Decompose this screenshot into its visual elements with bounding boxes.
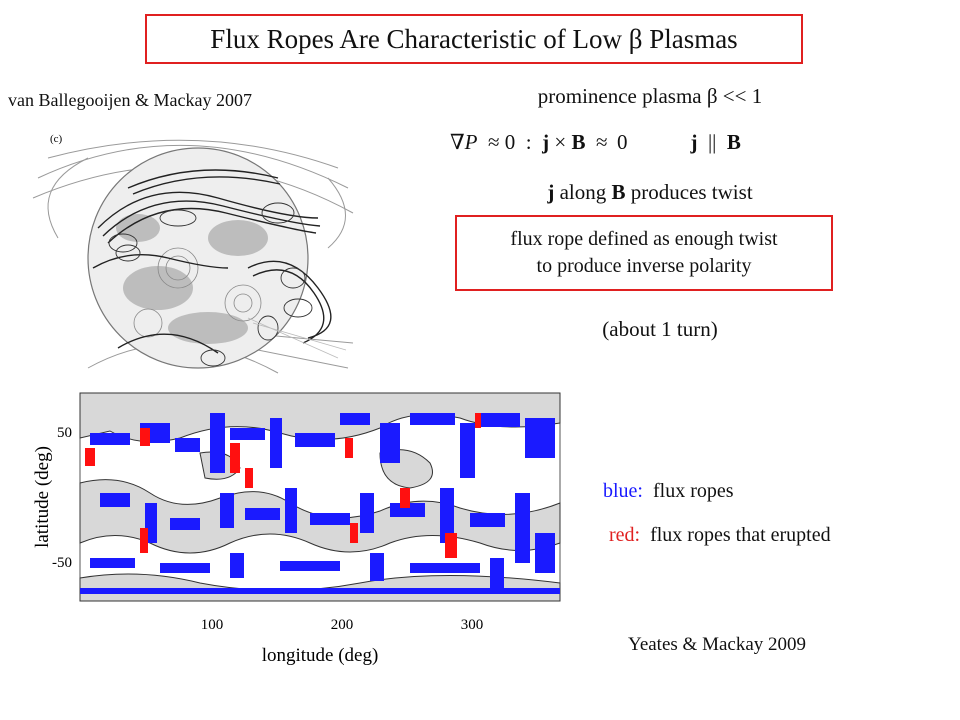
x-axis-label: longitude (deg) bbox=[262, 645, 379, 666]
definition-line-2: to produce inverse polarity bbox=[536, 255, 752, 277]
sun-field-lines-image: (c) bbox=[28, 118, 358, 380]
definition-line-1: flux rope defined as enough twist bbox=[510, 228, 778, 250]
prominence-line: prominence plasma β << 1 bbox=[537, 84, 763, 108]
cross-symbol: × bbox=[554, 130, 567, 154]
twist-along: along bbox=[559, 180, 607, 204]
ytick-50: 50 bbox=[57, 425, 72, 441]
xtick-300: 300 bbox=[461, 617, 484, 633]
parallel-symbol: || bbox=[707, 130, 717, 154]
legend-red-key: red: bbox=[609, 524, 641, 546]
flux-rope-map: 50 -50 100 200 300 longitude (deg) latit… bbox=[32, 392, 561, 666]
eq-b: B bbox=[571, 130, 586, 154]
eq-j: j bbox=[542, 130, 550, 154]
citation-bottom: Yeates & Mackay 2009 bbox=[628, 634, 807, 655]
slide-title: Flux Ropes Are Characteristic of Low β P… bbox=[210, 23, 738, 54]
twist-b: B bbox=[611, 180, 626, 204]
panel-label: (c) bbox=[50, 133, 63, 145]
legend-blue-key: blue: bbox=[603, 480, 643, 502]
xtick-100: 100 bbox=[201, 617, 224, 633]
legend-red: red: flux ropes that erupted bbox=[609, 524, 831, 547]
xtick-200: 200 bbox=[331, 617, 354, 633]
definition-box: flux rope defined as enough twist to pro… bbox=[455, 215, 833, 291]
colon: : bbox=[525, 130, 532, 154]
approx-zero-1: ≈ 0 bbox=[488, 130, 516, 154]
legend-red-text: flux ropes that erupted bbox=[650, 524, 831, 546]
legend-blue-text: flux ropes bbox=[653, 480, 734, 502]
approx-zero-2: ≈ 0 bbox=[595, 130, 628, 154]
twist-line: j along B produces twist bbox=[440, 180, 860, 205]
sun-sphere bbox=[87, 147, 309, 369]
legend-blue: blue: flux ropes bbox=[603, 480, 734, 503]
title-box: Flux Ropes Are Characteristic of Low β P… bbox=[145, 14, 803, 64]
y-axis-label: latitude (deg) bbox=[32, 446, 53, 548]
force-free-equation: ∇P ≈ 0 : j × B ≈ 0 j || B bbox=[450, 130, 870, 155]
turn-note: (about 1 turn) bbox=[602, 317, 718, 341]
parallel-j: j bbox=[690, 130, 698, 154]
twist-j: j bbox=[547, 180, 555, 204]
parallel-b: B bbox=[726, 130, 741, 154]
twist-rest: produces twist bbox=[630, 180, 753, 204]
citation-top: van Ballegooijen & Mackay 2007 bbox=[8, 90, 252, 110]
grad-p: ∇P bbox=[450, 130, 478, 154]
ytick-neg50: -50 bbox=[52, 555, 72, 571]
